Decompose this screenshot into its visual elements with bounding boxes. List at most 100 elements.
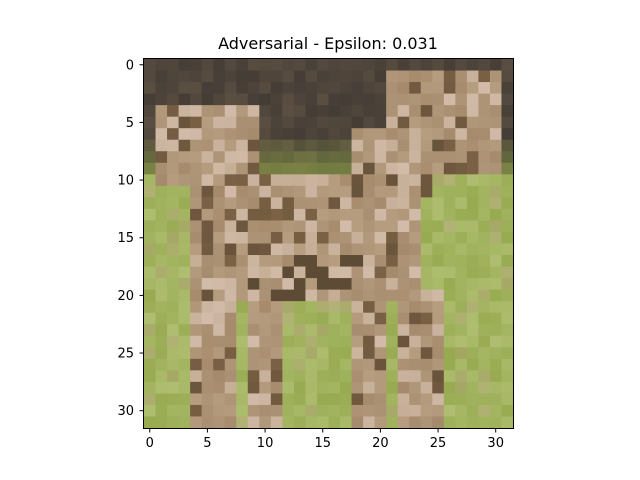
image-pixel bbox=[259, 358, 272, 371]
image-pixel bbox=[397, 59, 410, 72]
image-pixel bbox=[340, 139, 353, 152]
image-pixel bbox=[224, 116, 237, 129]
image-pixel bbox=[397, 358, 410, 371]
image-pixel bbox=[443, 335, 456, 348]
image-pixel bbox=[282, 255, 295, 268]
image-pixel bbox=[259, 347, 272, 360]
image-pixel bbox=[282, 243, 295, 256]
image-pixel bbox=[328, 370, 341, 383]
image-pixel bbox=[144, 393, 157, 406]
image-pixel bbox=[340, 243, 353, 256]
image-pixel bbox=[316, 312, 330, 325]
image-pixel bbox=[224, 128, 237, 141]
image-pixel bbox=[305, 266, 318, 279]
image-pixel bbox=[455, 393, 468, 406]
image-pixel bbox=[316, 289, 330, 302]
image-pixel bbox=[178, 289, 191, 302]
image-pixel bbox=[328, 70, 341, 83]
image-pixel bbox=[316, 151, 330, 164]
image-pixel bbox=[201, 312, 214, 325]
image-pixel bbox=[224, 289, 237, 302]
image-pixel bbox=[397, 162, 410, 175]
image-pixel bbox=[489, 278, 503, 291]
image-pixel bbox=[328, 185, 341, 198]
image-pixel bbox=[178, 381, 191, 395]
image-pixel bbox=[443, 324, 456, 337]
image-pixel bbox=[270, 266, 283, 279]
image-pixel bbox=[466, 416, 480, 429]
image-pixel bbox=[282, 197, 295, 210]
image-pixel bbox=[316, 197, 330, 210]
image-pixel bbox=[270, 59, 283, 72]
image-pixel bbox=[190, 128, 203, 141]
image-pixel bbox=[282, 59, 295, 72]
image-pixel bbox=[328, 231, 341, 245]
image-pixel bbox=[201, 59, 214, 72]
image-pixel bbox=[340, 93, 353, 106]
image-pixel bbox=[409, 70, 422, 83]
image-pixel bbox=[351, 381, 364, 395]
image-pixel bbox=[409, 381, 422, 395]
image-pixel bbox=[201, 347, 214, 360]
image-pixel bbox=[270, 139, 283, 152]
image-pixel bbox=[489, 174, 503, 187]
image-pixel bbox=[466, 105, 480, 118]
image-pixel bbox=[443, 93, 456, 106]
image-pixel bbox=[409, 128, 422, 141]
image-pixel bbox=[455, 416, 468, 429]
image-pixel bbox=[190, 381, 203, 395]
image-pixel bbox=[167, 255, 180, 268]
image-pixel bbox=[293, 208, 307, 222]
image-pixel bbox=[363, 82, 376, 95]
image-pixel bbox=[489, 358, 503, 371]
image-pixel bbox=[190, 266, 203, 279]
image-pixel bbox=[363, 243, 376, 256]
image-pixel bbox=[409, 255, 422, 268]
image-pixel bbox=[282, 381, 295, 395]
image-pixel bbox=[328, 335, 341, 348]
image-pixel bbox=[178, 416, 191, 429]
image-pixel bbox=[501, 151, 514, 164]
image-pixel bbox=[155, 255, 168, 268]
image-pixel bbox=[363, 266, 376, 279]
image-pixel bbox=[374, 105, 387, 118]
image-pixel bbox=[247, 370, 260, 383]
image-pixel bbox=[270, 335, 283, 348]
image-pixel bbox=[363, 208, 376, 222]
image-pixel bbox=[167, 231, 180, 245]
image-pixel bbox=[167, 301, 180, 314]
image-pixel bbox=[282, 416, 295, 429]
image-pixel bbox=[247, 335, 260, 348]
image-pixel bbox=[501, 324, 514, 337]
image-pixel bbox=[167, 151, 180, 164]
image-pixel bbox=[224, 231, 237, 245]
image-pixel bbox=[293, 381, 307, 395]
image-pixel bbox=[397, 278, 410, 291]
image-pixel bbox=[201, 335, 214, 348]
image-pixel bbox=[386, 59, 399, 72]
image-pixel bbox=[213, 289, 226, 302]
image-pixel bbox=[190, 404, 203, 418]
image-pixel bbox=[259, 404, 272, 418]
image-pixel bbox=[247, 70, 260, 83]
image-pixel bbox=[305, 220, 318, 233]
image-pixel bbox=[144, 278, 157, 291]
image-pixel bbox=[144, 370, 157, 383]
image-pixel bbox=[478, 231, 491, 245]
image-pixel bbox=[351, 243, 364, 256]
image-pixel bbox=[443, 59, 456, 72]
image-pixel bbox=[501, 128, 514, 141]
image-pixel bbox=[351, 162, 364, 175]
image-pixel bbox=[432, 301, 445, 314]
image-pixel bbox=[478, 266, 491, 279]
image-pixel bbox=[409, 370, 422, 383]
image-pixel bbox=[374, 393, 387, 406]
image-pixel bbox=[478, 324, 491, 337]
image-pixel bbox=[328, 255, 341, 268]
image-pixel bbox=[282, 324, 295, 337]
image-pixel bbox=[144, 59, 157, 72]
x-tick-label: 10 bbox=[257, 436, 274, 451]
image-pixel bbox=[178, 278, 191, 291]
image-pixel bbox=[259, 289, 272, 302]
image-pixel bbox=[455, 197, 468, 210]
